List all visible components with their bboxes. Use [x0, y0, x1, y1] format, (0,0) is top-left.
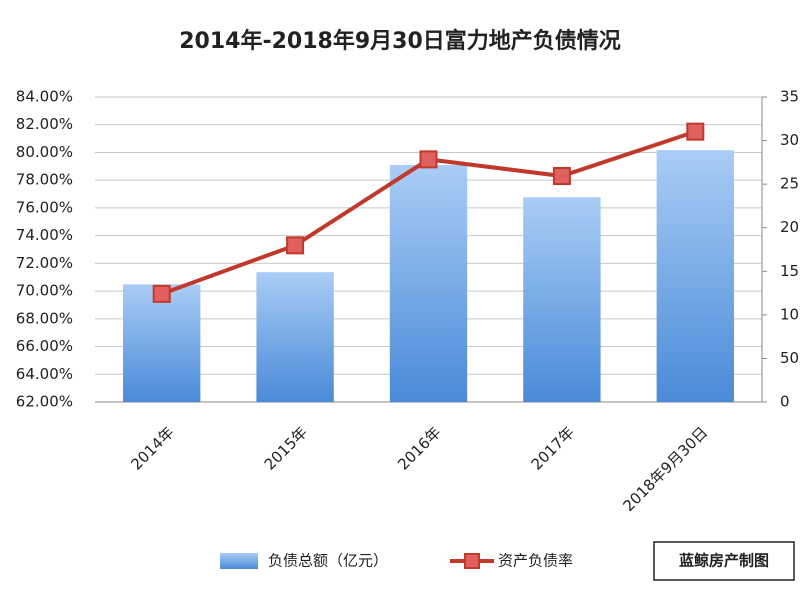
y-tick-label: 62.00% — [16, 393, 73, 411]
x-tick-label: 2017年 — [528, 423, 578, 473]
x-tick-label: 2015年 — [261, 423, 311, 473]
x-tick-label: 2016年 — [394, 423, 444, 473]
legend-label: 负债总额（亿元） — [268, 552, 388, 570]
y2-tick-label: 0 — [780, 393, 790, 411]
line-marker — [152, 284, 171, 303]
annotation: 蓝鲸房产制图 — [679, 552, 769, 570]
legend-label: 资产负债率 — [498, 552, 573, 570]
y-tick-label: 64.00% — [16, 365, 73, 383]
y-tick-label: 68.00% — [16, 309, 73, 327]
y2-tick-label: 1000 — [780, 305, 800, 323]
y-tick-label: 84.00% — [16, 88, 73, 106]
x-tick-label: 2014年 — [127, 423, 177, 473]
y2-tick-label: 3500 — [780, 88, 800, 106]
y-tick-label: 76.00% — [16, 198, 73, 216]
chart-title: 2014年-2018年9月30日富力地产负债情况 — [179, 28, 621, 54]
y2-tick-label: 2500 — [780, 175, 800, 193]
y-tick-label: 70.00% — [16, 282, 73, 300]
y2-tick-label: 1500 — [780, 262, 800, 280]
y-tick-label: 74.00% — [16, 226, 73, 244]
bar — [256, 272, 334, 402]
x-tick-label: 2018年9月30日 — [620, 423, 712, 515]
y-tick-label: 82.00% — [16, 115, 73, 133]
bar — [389, 164, 468, 402]
legend-swatch — [464, 553, 480, 569]
y2-tick-label: 3000 — [780, 131, 800, 149]
line-marker — [686, 122, 705, 141]
bar — [123, 284, 201, 402]
line-marker — [419, 150, 438, 169]
y2-tick-label: 2000 — [780, 218, 800, 236]
y2-tick-label: 500 — [780, 349, 800, 367]
line-marker — [286, 236, 305, 255]
y-tick-label: 80.00% — [16, 143, 73, 161]
bar — [656, 150, 734, 402]
y-tick-label: 66.00% — [16, 337, 73, 355]
annotation-box — [653, 541, 795, 581]
y-tick-label: 78.00% — [16, 171, 73, 189]
y-tick-label: 72.00% — [16, 254, 73, 272]
bar — [523, 197, 601, 402]
legend-swatch — [220, 553, 258, 569]
line-marker — [552, 167, 571, 186]
